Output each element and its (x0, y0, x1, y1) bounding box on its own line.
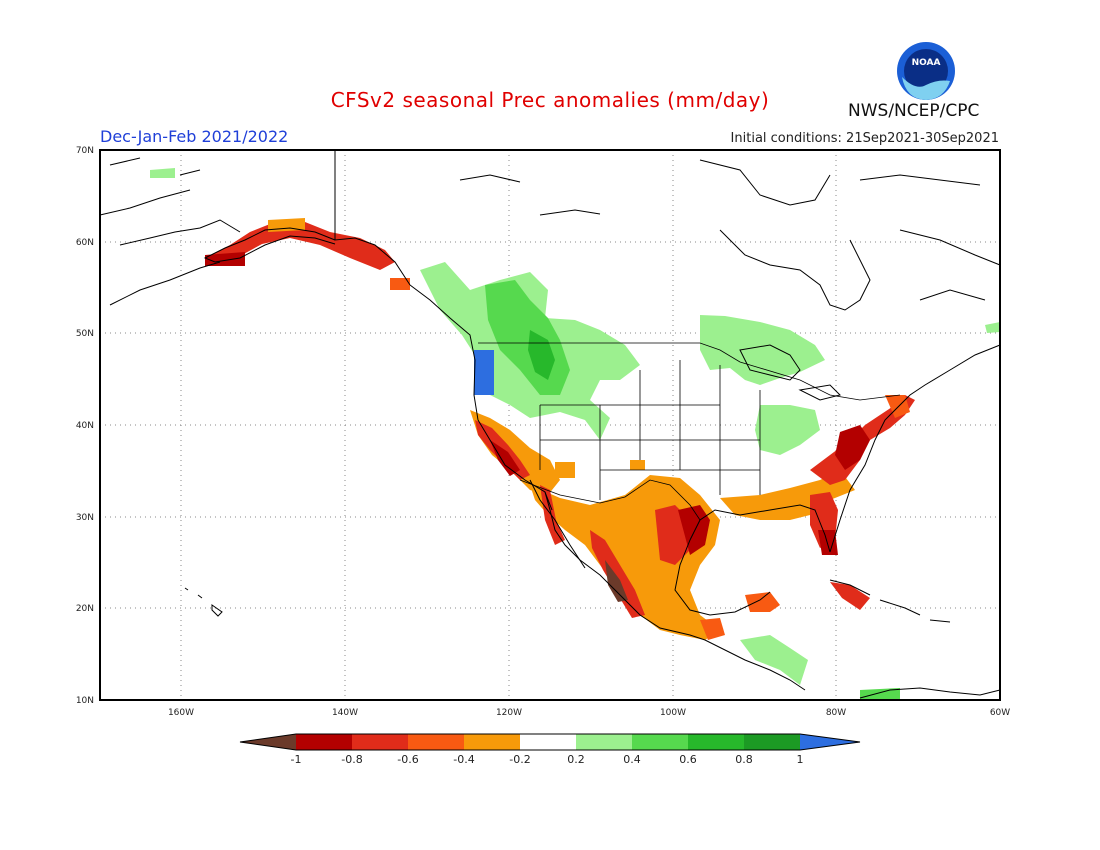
noaa-logo: NOAA (896, 41, 956, 101)
colorbar-label: -0.2 (509, 753, 530, 766)
colorbar-swatch (632, 734, 688, 750)
colorbar-swatch (352, 734, 408, 750)
lon-tick-60w: 60W (990, 708, 1010, 718)
colorbar-label: -0.8 (341, 753, 362, 766)
colorbar-label: 0.2 (567, 753, 585, 766)
lat-tick-30: 30N (76, 513, 94, 523)
lat-axis: 70N 60N 50N 40N 30N 20N 10N (76, 146, 94, 706)
colorbar-swatch (464, 734, 520, 750)
lat-tick-50: 50N (76, 329, 94, 339)
colorbar-swatch (688, 734, 744, 750)
lon-tick-120w: 120W (496, 708, 522, 718)
lat-tick-60: 60N (76, 238, 94, 248)
colorbar-label: -0.4 (453, 753, 474, 766)
colorbar-swatch (744, 734, 800, 750)
colorbar: -1 -0.8 -0.6 -0.4 -0.2 0.2 0.4 0.6 0.8 1 (239, 733, 861, 766)
logo-text: NOAA (912, 58, 941, 68)
colorbar-arrow-low (240, 734, 296, 750)
lat-tick-10: 10N (76, 696, 94, 706)
colorbar-swatch (296, 734, 352, 750)
map-frame (99, 149, 1001, 701)
lon-tick-100w: 100W (660, 708, 686, 718)
map-title: CFSv2 seasonal Prec anomalies (mm/day) (330, 88, 770, 112)
coastlines (99, 150, 1001, 699)
colorbar-label: 0.6 (679, 753, 697, 766)
political-borders (478, 342, 901, 521)
colorbar-label: 1 (797, 753, 804, 766)
colorbar-label: -1 (291, 753, 302, 766)
colorbar-swatch (520, 734, 576, 750)
season-label: Dec-Jan-Feb 2021/2022 (100, 127, 289, 146)
lon-tick-140w: 140W (332, 708, 358, 718)
colorbar-arrow-high (800, 734, 860, 750)
lat-tick-40: 40N (76, 421, 94, 431)
initial-conditions-label: Initial conditions: 21Sep2021-30Sep2021 (730, 131, 999, 146)
lon-axis: 160W 140W 120W 100W 80W 60W (168, 708, 1010, 718)
colorbar-swatch (408, 734, 464, 750)
lon-tick-80w: 80W (826, 708, 846, 718)
lat-tick-20: 20N (76, 604, 94, 614)
colorbar-label: 0.8 (735, 753, 753, 766)
agency-label: NWS/NCEP/CPC (848, 101, 980, 121)
colorbar-swatch (576, 734, 632, 750)
lon-tick-160w: 160W (168, 708, 194, 718)
colorbar-label: 0.4 (623, 753, 641, 766)
precip-anomaly-field (150, 168, 1000, 700)
lat-tick-70: 70N (76, 146, 94, 156)
colorbar-label: -0.6 (397, 753, 418, 766)
